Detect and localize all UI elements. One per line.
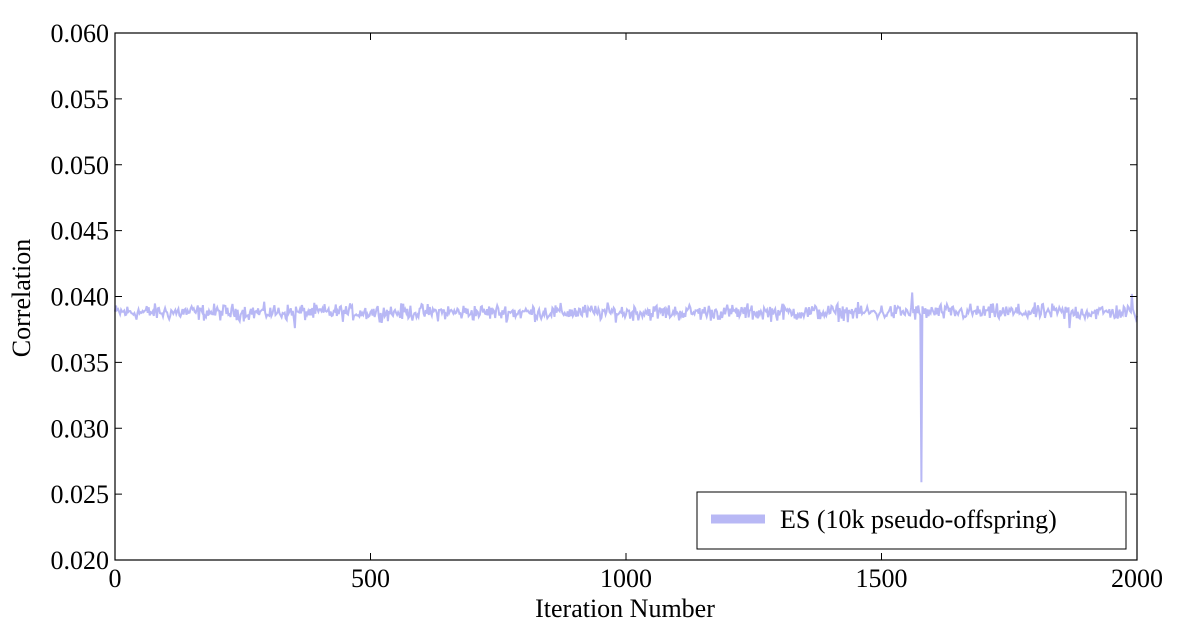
y-tick-label: 0.025 (51, 480, 110, 509)
axes-layer: 0 500 1000 1500 2000 0.020 0.025 0.030 0.035 0.04… (51, 19, 1164, 593)
y-axis-label: Correlation (7, 239, 36, 357)
x-tick-label: 2000 (1111, 564, 1163, 593)
x-tick-label: 1000 (600, 564, 652, 593)
y-tick-label: 0.020 (51, 546, 110, 575)
y-tick-label: 0.055 (51, 85, 110, 114)
legend-frame (696, 491, 1127, 550)
y-tick-label: 0.045 (51, 217, 110, 246)
legend: ES (10k pseudo-offspring) (696, 491, 1127, 550)
series-line (114, 292, 1138, 483)
x-tick-label: 500 (351, 564, 390, 593)
y-tick-label: 0.050 (51, 151, 110, 180)
x-tick-label: 0 (109, 564, 122, 593)
x-tick-label: 1500 (856, 564, 908, 593)
y-tick-label: 0.035 (51, 348, 110, 377)
legend-label: ES (10k pseudo-offspring) (780, 505, 1057, 534)
y-tick-label: 0.060 (51, 19, 110, 48)
y-tick-label: 0.040 (51, 283, 110, 312)
x-axis-label: Iteration Number (535, 594, 715, 623)
plot-frame (114, 32, 1138, 561)
plot-layer (114, 292, 1138, 483)
y-tick-label: 0.030 (51, 414, 110, 443)
